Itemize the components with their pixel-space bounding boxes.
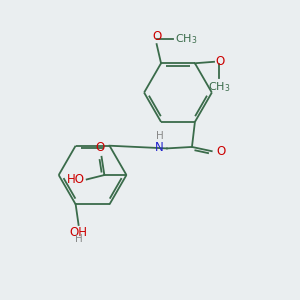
Text: O: O: [215, 55, 224, 68]
Text: CH$_3$: CH$_3$: [208, 80, 231, 94]
Text: N: N: [154, 141, 164, 154]
Text: O: O: [95, 141, 105, 154]
Text: OH: OH: [70, 226, 88, 239]
Text: HO: HO: [67, 173, 85, 186]
Text: O: O: [216, 145, 225, 158]
Text: H: H: [156, 131, 164, 141]
Text: O: O: [152, 30, 161, 43]
Text: CH$_3$: CH$_3$: [175, 32, 197, 46]
Text: H: H: [75, 234, 83, 244]
